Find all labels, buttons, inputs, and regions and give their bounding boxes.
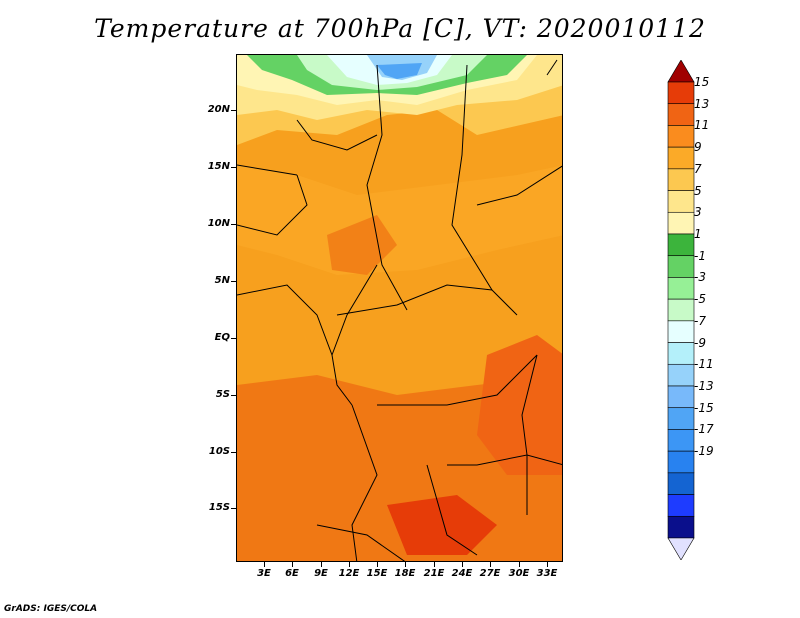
colorbar-label: -7 [694,313,706,328]
colorbar-label: -3 [694,270,706,285]
colorbar-label: 7 [694,161,702,176]
colorbar-box [667,103,695,126]
lon-label: 24E [451,568,473,579]
colorbar-box [667,125,695,148]
colorbar-box [667,385,695,409]
colorbar-box [667,255,695,278]
colorbar-box [667,168,695,191]
field-13-15-south [387,495,497,555]
colorbar-bottom-arrow [667,537,695,560]
colorbar-label: -15 [694,400,714,415]
lat-tick [231,508,236,509]
credit-text: GrADS: IGES/COLA [4,604,98,614]
lon-label: 27E [479,568,501,579]
lon-tick [490,562,491,567]
lon-tick [264,562,265,567]
lon-tick [405,562,406,567]
colorbar-box [667,298,695,322]
lon-label: 18E [394,568,416,579]
colorbar-box [667,146,695,170]
lat-tick [231,281,236,282]
colorbar-label: -9 [694,335,706,350]
colorbar-label: 9 [694,140,702,155]
lon-tick [292,562,293,567]
colorbar-box [667,342,695,365]
lat-tick [231,110,236,111]
colorbar-label: 15 [694,75,710,89]
lon-tick [434,562,435,567]
lon-label: 15E [366,568,388,579]
lon-tick [547,562,548,567]
lon-label: 3E [257,568,271,579]
colorbar-box [667,320,695,343]
lat-label: 5N [214,275,230,286]
field-7-9-patch [237,165,562,275]
lon-label: 12E [338,568,360,579]
colorbar-box [667,277,695,300]
field-13-east [477,335,562,475]
colorbar-box [667,515,695,539]
map-panel [236,54,563,562]
colorbar-label: 13 [694,96,710,111]
chart-title: Temperature at 700hPa [C], VT: 202001011… [94,14,706,43]
lat-label: EQ [214,332,230,343]
colorbar-box [667,81,695,105]
colorbar-label: -19 [694,444,714,459]
lon-tick [462,562,463,567]
temperature-map [237,55,562,561]
lon-label: 6E [285,568,299,579]
colorbar [667,60,695,560]
colorbar-top-arrow [667,60,695,83]
colorbar-box [667,211,695,235]
lat-label: 15S [208,502,230,513]
lon-tick [377,562,378,567]
lat-label: 5S [215,389,230,400]
colorbar-box [667,233,695,257]
colorbar-label: -11 [694,357,714,372]
lon-tick [519,562,520,567]
lat-tick [231,452,236,453]
lon-label: 9E [314,568,328,579]
lat-label: 10N [207,218,230,229]
lat-label: 20N [207,104,230,115]
colorbar-box [667,407,695,430]
country-borders [237,59,562,561]
lat-label: 10S [208,446,230,457]
lon-tick [349,562,350,567]
lon-label: 30E [508,568,530,579]
colorbar-box [667,429,695,452]
colorbar-label: -5 [694,292,706,307]
colorbar-label: 1 [694,227,702,241]
lat-tick [231,224,236,225]
lat-tick [231,395,236,396]
field-11-13-central [327,215,397,275]
lon-label: 21E [423,568,445,579]
field-minus9 [377,63,422,79]
lon-tick [321,562,322,567]
colorbar-box [667,190,695,213]
colorbar-box [667,494,695,517]
colorbar-box [667,363,695,387]
lat-tick [231,167,236,168]
colorbar-label: 11 [694,118,710,133]
colorbar-label: -1 [694,248,706,263]
lat-tick [231,338,236,339]
colorbar-label: -13 [694,379,714,393]
colorbar-label: 5 [694,183,702,198]
colorbar-label: 3 [694,205,702,220]
colorbar-box [667,450,695,474]
colorbar-label: -17 [694,422,714,437]
lon-label: 33E [536,568,558,579]
colorbar-box [667,472,695,495]
lat-label: 15N [207,161,230,172]
